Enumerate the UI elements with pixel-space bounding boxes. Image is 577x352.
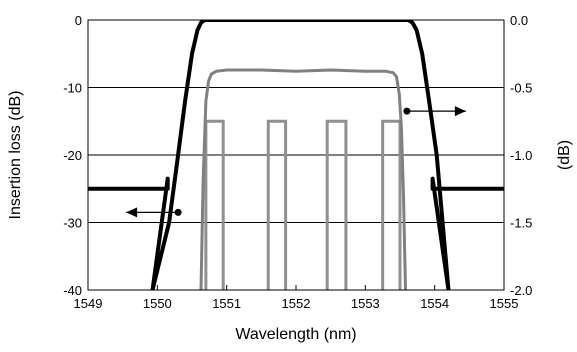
- y-tick-label: 0: [75, 13, 82, 28]
- passband-ripple-curve: [199, 68, 407, 290]
- y2-tick-label: -2.0: [510, 283, 532, 298]
- y2-tick-label: -0.5: [510, 81, 532, 96]
- y2-tick-label: -1.0: [510, 148, 532, 163]
- annotation-arrowhead-1: [126, 207, 138, 218]
- insertion-loss-curve: [88, 20, 504, 290]
- x-tick-label: 1553: [351, 296, 380, 311]
- x-tick-label: 1552: [282, 296, 311, 311]
- y2-axis-title: (dB): [556, 140, 573, 170]
- y2-tick-label: -1.5: [510, 216, 532, 231]
- x-tick-label: 1549: [74, 296, 103, 311]
- y-tick-label: -30: [63, 216, 82, 231]
- grid-layer: [88, 87, 504, 223]
- x-axis-title: Wavelength (nm): [235, 326, 356, 343]
- x-tick-label: 1554: [420, 296, 449, 311]
- channel-passband-4: [381, 119, 402, 290]
- x-tick-label: 1555: [490, 296, 519, 311]
- y2-tick-label: 0.0: [510, 13, 528, 28]
- data-layer: [88, 20, 504, 290]
- y-tick-label: -10: [63, 81, 82, 96]
- y-tick-label: -40: [63, 283, 82, 298]
- y-tick-label: -20: [63, 148, 82, 163]
- x-tick-label: 1551: [212, 296, 241, 311]
- channel-passband-3: [325, 119, 348, 290]
- annotation-layer: [126, 106, 466, 218]
- tick-layer: 0 -10 -20 -30 -40 0.0 -0.5 -1.0 -1.5 -2.0 1549 1550…: [63, 13, 532, 311]
- channel-passband-1: [204, 119, 225, 290]
- channel-passband-2: [266, 119, 288, 290]
- y-axis-title: Insertion loss (dB): [7, 91, 24, 220]
- x-tick-label: 1550: [143, 296, 172, 311]
- annotation-arrowhead-2: [454, 106, 466, 117]
